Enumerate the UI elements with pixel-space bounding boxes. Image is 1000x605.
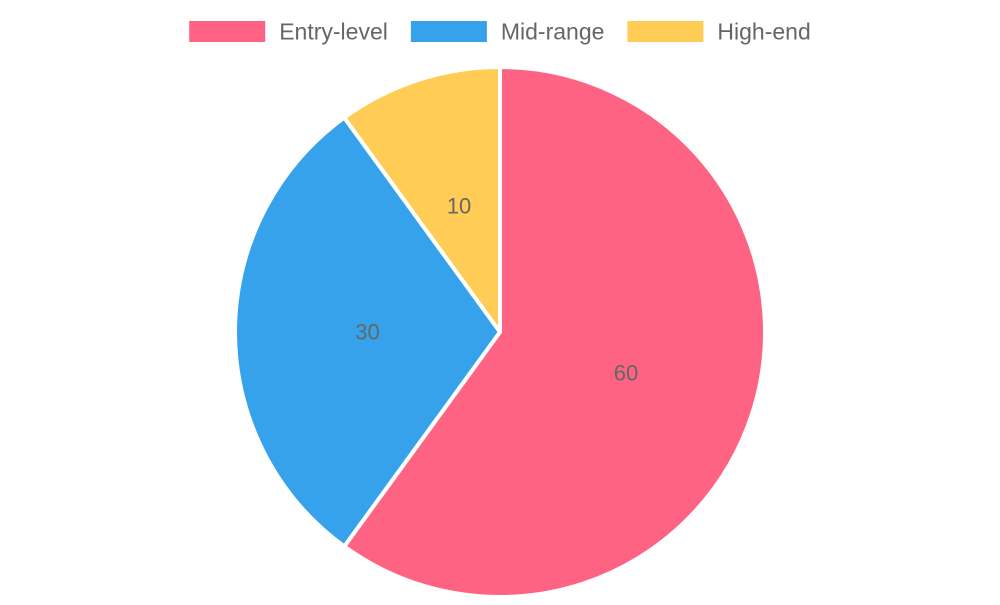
data-label-mid-range: 30 xyxy=(355,320,379,345)
legend-swatch-high-end xyxy=(627,21,704,42)
legend-label-mid-range: Mid-range xyxy=(501,19,605,45)
chart-legend: Entry-level Mid-range High-end xyxy=(189,19,811,45)
legend-label-entry-level: Entry-level xyxy=(279,19,388,45)
pie-slice-entry-level[interactable] xyxy=(342,65,767,599)
data-label-high-end: 10 xyxy=(447,193,471,218)
legend-label-high-end: High-end xyxy=(717,19,810,45)
pie-slice-high-end[interactable] xyxy=(342,65,502,334)
legend-item-high-end[interactable]: High-end xyxy=(627,19,811,45)
legend-item-entry-level[interactable]: Entry-level xyxy=(189,19,388,45)
legend-swatch-entry-level xyxy=(189,21,266,42)
pie-data-labels: 60 30 10 xyxy=(355,193,638,385)
legend-swatch-mid-range xyxy=(410,21,487,42)
data-label-entry-level: 60 xyxy=(614,360,638,385)
pie-slice-mid-range[interactable] xyxy=(233,115,502,549)
pie-slices xyxy=(233,65,767,599)
legend-item-mid-range[interactable]: Mid-range xyxy=(410,19,605,45)
